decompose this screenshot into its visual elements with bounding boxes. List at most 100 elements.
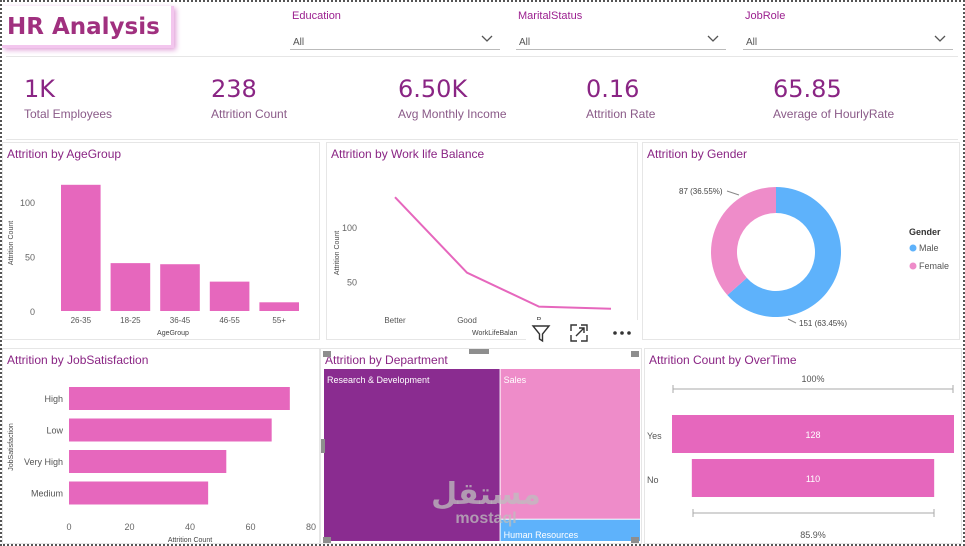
category-label: No [647,475,659,485]
x-tick-label: 20 [124,522,134,532]
age-group-card[interactable]: Attrition by AgeGroup 0 50 100 26-35 18-25 36… [2,142,320,340]
bar [259,302,299,311]
resize-handle [321,439,325,453]
legend-marker [909,262,917,270]
gender-card[interactable]: Attrition by Gender 87 (36.55%) 151 (63.4… [642,142,960,340]
report-title: HR Analysis [7,14,160,40]
y-tick-label: Very High [24,457,63,467]
more-options-icon[interactable] [610,322,634,344]
education-slicer-label: Education [292,10,341,22]
data-label: 87 (36.55%) [679,187,723,196]
kpi-label: Attrition Rate [586,107,656,121]
treemap-label: Sales [504,375,527,385]
chevron-down-icon[interactable] [480,33,494,45]
work-life-balance-chart: 50100BetterGoodBWorkLifeBalanAttrition C… [334,196,612,337]
job-satisfaction-card[interactable]: Attrition by JobSatisfaction High Low Very… [2,348,320,544]
work-life-balance-card[interactable]: Attrition by Work life Balance 50 100 Bett… [326,142,638,340]
leader-line [726,190,740,196]
bar [209,281,250,311]
x-tick-label: 46-55 [219,316,240,325]
x-axis-label: AgeGroup [157,330,189,337]
treemap-tile [324,369,500,541]
overtime-funnel-chart: 100% 128 Yes 110 No 85.9% [647,374,954,540]
funnel-top-label: 100% [801,374,824,384]
age-group-chart: 0 50 100 26-35 18-25 36-45 46-55 55+ AgeGroup Att… [8,184,299,337]
marital-status-dropdown[interactable]: All [516,30,726,50]
y-axis-label: Attrition Count [8,221,15,265]
x-tick-label: 26-35 [71,316,92,325]
y-axis-label: JobSatisfaction [8,423,15,471]
x-tick-label: 40 [185,522,195,532]
education-dropdown[interactable]: All [290,30,500,50]
bar [69,481,209,505]
y-tick-label: Medium [31,489,63,499]
jobrole-value: All [746,37,758,48]
funnel-bar [672,415,954,453]
bar [69,418,272,442]
card-title: Attrition by JobSatisfaction [7,353,149,367]
y-tick-label: 100 [342,223,357,233]
job-satisfaction-chart: High Low Very High Medium 0 20 40 60 80 Attrition… [8,387,316,543]
kpi-label: Average of HourlyRate [773,107,895,121]
resize-handle [469,349,489,354]
data-label: 128 [805,430,820,440]
resize-handle [631,351,639,357]
x-tick-label: 18-25 [120,316,141,325]
department-treemap: Research & Development Sales Human Resourc… [321,349,640,543]
kpi-attrition-rate: 0.16 Attrition Rate [586,75,655,121]
education-slicer[interactable]: Education All [290,8,504,50]
funnel-bar [691,459,935,497]
chevron-down-icon[interactable] [706,33,720,45]
data-label: 110 [806,474,820,484]
funnel-bottom-label: 85.9% [800,530,826,540]
y-tick-label: 0 [30,307,35,317]
bar [110,263,151,311]
education-value: All [293,37,305,48]
marital-status-slicer[interactable]: MaritalStatus All [516,8,730,50]
kpi-avg-monthly-income: 6.50K Avg Monthly Income [398,75,507,121]
bar [69,387,290,410]
x-tick-label: Better [384,316,406,325]
leader-line [787,318,797,324]
x-tick-label: 80 [306,522,316,532]
funnel-bottom-bracket [692,509,935,517]
legend-marker [909,244,917,252]
kpi-value: 0.16 [586,75,640,103]
x-axis-label: WorkLifeBalan [472,330,518,337]
focus-mode-icon[interactable] [568,322,590,344]
treemap-label: Human Resources [504,530,579,540]
department-card[interactable]: Attrition by Department Research & Devel… [320,348,642,544]
y-tick-label: 100 [20,198,35,208]
kpi-strip: 1K Total Employees 238 Attrition Count 6… [6,56,958,140]
overtime-card[interactable]: Attrition Count by OverTime 100% 128 Yes 11… [644,348,962,544]
x-tick-label: 0 [66,522,71,532]
bar [61,184,101,311]
resize-handle [323,537,331,543]
y-axis-label: Attrition Count [334,231,341,275]
bar [69,450,227,473]
legend-item: Female [919,261,949,271]
filter-icon[interactable] [530,322,552,344]
bar [160,264,200,311]
jobrole-slicer[interactable]: JobRole All [743,8,957,50]
pie-slice [727,187,841,317]
card-title: Attrition by Department [325,353,448,367]
kpi-label: Attrition Count [211,107,288,121]
kpi-label: Total Employees [24,107,113,121]
jobrole-slicer-label: JobRole [745,10,786,22]
legend-item: Male [919,243,939,253]
y-tick-label: 50 [25,253,35,263]
funnel-top-bracket [672,385,954,393]
pie-slice [711,187,776,296]
resize-handle [323,351,331,357]
card-title: Attrition by AgeGroup [7,147,122,161]
gender-donut-chart: 87 (36.55%) 151 (63.45%) Gender Male Female [679,187,949,328]
chevron-down-icon[interactable] [933,33,947,45]
jobrole-dropdown[interactable]: All [743,30,953,50]
y-tick-label: Low [46,426,63,436]
y-tick-label: High [44,394,63,404]
series-line [394,196,612,310]
card-title: Attrition Count by OverTime [649,353,797,367]
kpi-value: 1K [24,75,56,103]
